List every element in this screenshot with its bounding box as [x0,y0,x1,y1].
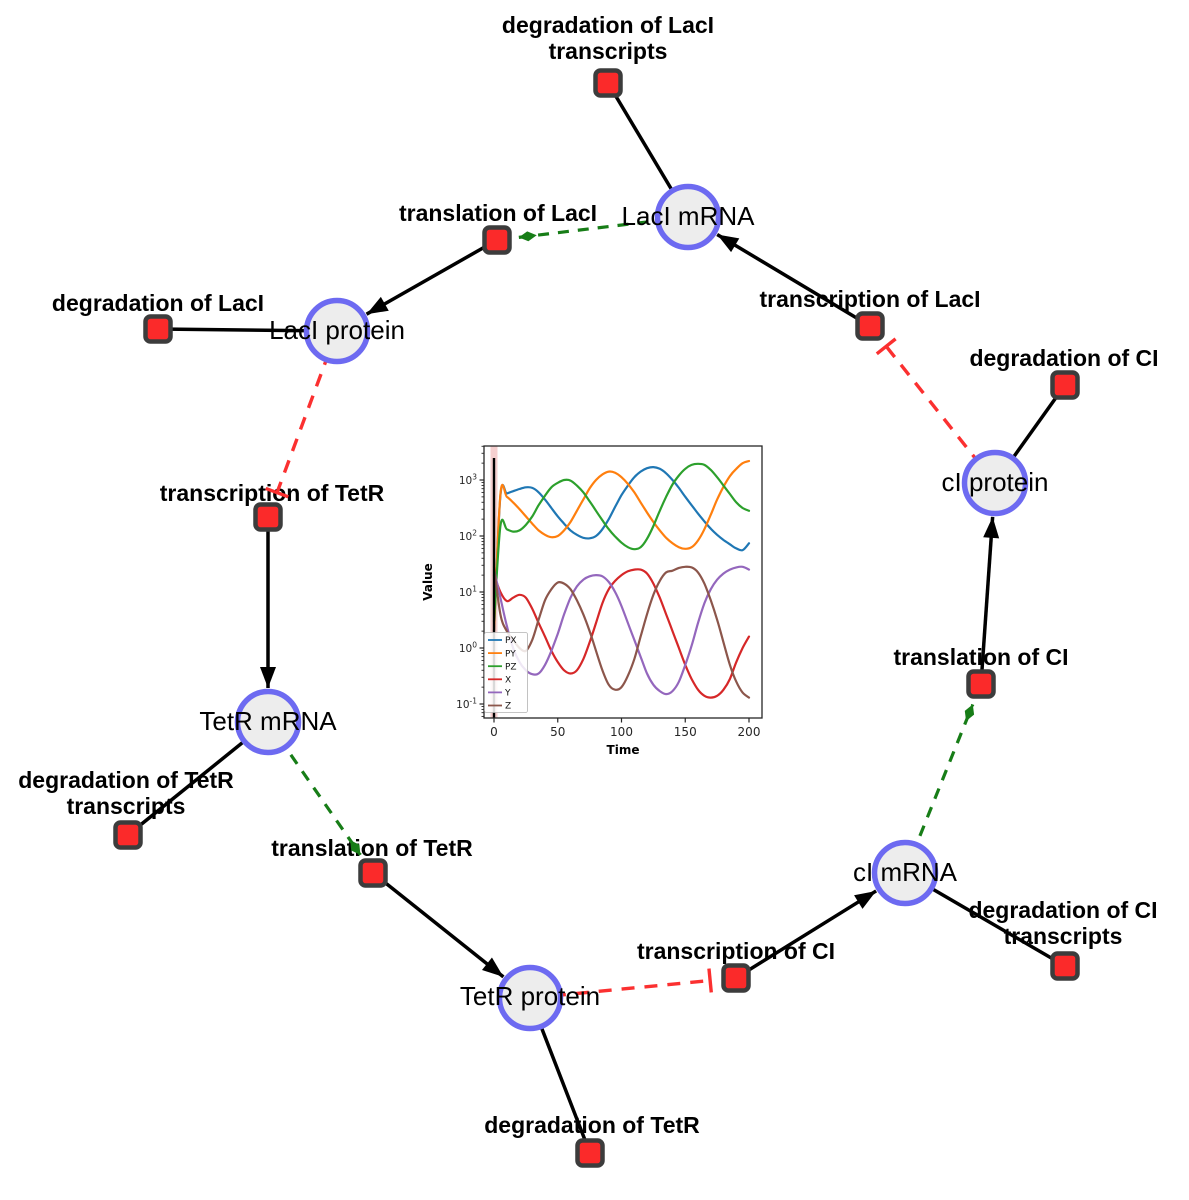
reaction-node-deg-laci-tx[interactable] [593,68,623,98]
label-translation-laci: translation of LacI [398,200,598,226]
y-tick-label: 102 [459,529,477,544]
edge-translation-ci-to-ci-protein[interactable] [979,516,1000,685]
chart-legend: PX PY PZ XYZ [484,632,528,713]
label-deg-laci-tx-line2: transcripts [548,38,668,64]
reaction-node-transcription-laci[interactable] [855,311,885,341]
label-transcription-laci: transcription of LacI [759,286,981,312]
reaction-node-transcription-ci[interactable] [721,963,751,993]
series-Z [492,565,751,699]
label-deg-ci-tx-line1: degradation of CI [968,897,1158,923]
legend-label-PY: PY [505,649,516,659]
label-degradation-laci: degradation of LacI [51,290,265,316]
species-node-laci-protein[interactable] [303,297,371,365]
label-deg-laci-tx-line1: degradation of LacI [501,12,715,38]
series-PY [492,459,751,633]
inhibition-tbar-icon [707,968,713,993]
reaction-node-degradation-laci[interactable] [143,314,173,344]
label-transcription-tetr: transcription of TetR [159,480,385,506]
label-ci-protein: cI protein [941,467,1049,497]
inhibition-tbar-icon [265,486,289,499]
x-tick-label: 50 [550,725,565,739]
legend-label-PX: PX [505,636,517,646]
label-deg-ci-tx-line2: transcripts [1003,923,1123,949]
label-laci-protein: LacI protein [269,315,405,345]
label-degradation-ci: degradation of CI [969,345,1159,371]
species-node-tetr-protein[interactable] [496,964,564,1032]
species-node-ci-mrna[interactable] [871,839,939,907]
label-tetr-mrna: TetR mRNA [199,706,337,736]
y-tick-label: 101 [459,585,477,600]
species-node-tetr-mrna[interactable] [234,688,302,756]
reaction-node-translation-laci[interactable] [482,225,512,255]
x-tick-label: 0 [490,725,498,739]
inhibition-tbar-icon [875,337,897,356]
legend-label-Y: Y [504,689,511,699]
label-tetr-protein: TetR protein [459,981,601,1011]
y-axis-label: Value [421,563,435,601]
reaction-node-transcription-tetr[interactable] [253,502,283,532]
edge-transcription-laci-to-laci-mrna[interactable] [716,232,871,328]
label-translation-tetr: translation of TetR [271,835,473,861]
edge-translation-laci-to-laci-protein[interactable] [365,238,498,316]
reaction-node-deg-ci-tx[interactable] [1050,951,1080,981]
reaction-node-translation-ci[interactable] [966,669,996,699]
y-tick-label: 10-1 [456,697,477,712]
legend-label-Z: Z [505,702,511,712]
reaction-node-degradation-tetr[interactable] [575,1138,605,1168]
x-tick-label: 200 [738,725,761,739]
x-tick-label: 100 [610,725,633,739]
label-transcription-ci: transcription of CI [636,938,836,964]
species-node-ci-protein[interactable] [961,449,1029,517]
edge-transcription-ci-to-ci-mrna[interactable] [735,889,878,980]
reaction-node-translation-tetr[interactable] [358,858,388,888]
series-Y [492,565,751,696]
label-ci-mrna: cI mRNA [853,857,957,887]
reaction-node-degradation-ci[interactable] [1050,370,1080,400]
legend-label-X: X [505,676,511,686]
reaction-node-deg-tetr-tx[interactable] [113,820,143,850]
species-node-laci-mrna[interactable] [654,183,722,251]
legend-label-PZ: PZ [505,662,517,672]
edge-translation-tetr-to-tetr-protein[interactable] [371,871,505,979]
x-tick-label: 150 [674,725,697,739]
label-degradation-tetr: degradation of TetR [484,1112,700,1138]
series-PX [492,465,751,633]
label-laci-mrna: LacI mRNA [621,201,755,231]
series-PZ [492,462,751,623]
x-axis-label: Time [607,743,640,757]
plot-frame [483,445,763,719]
y-tick-label: 100 [459,641,477,656]
series-X [492,568,751,699]
y-tick-label: 103 [459,473,477,488]
